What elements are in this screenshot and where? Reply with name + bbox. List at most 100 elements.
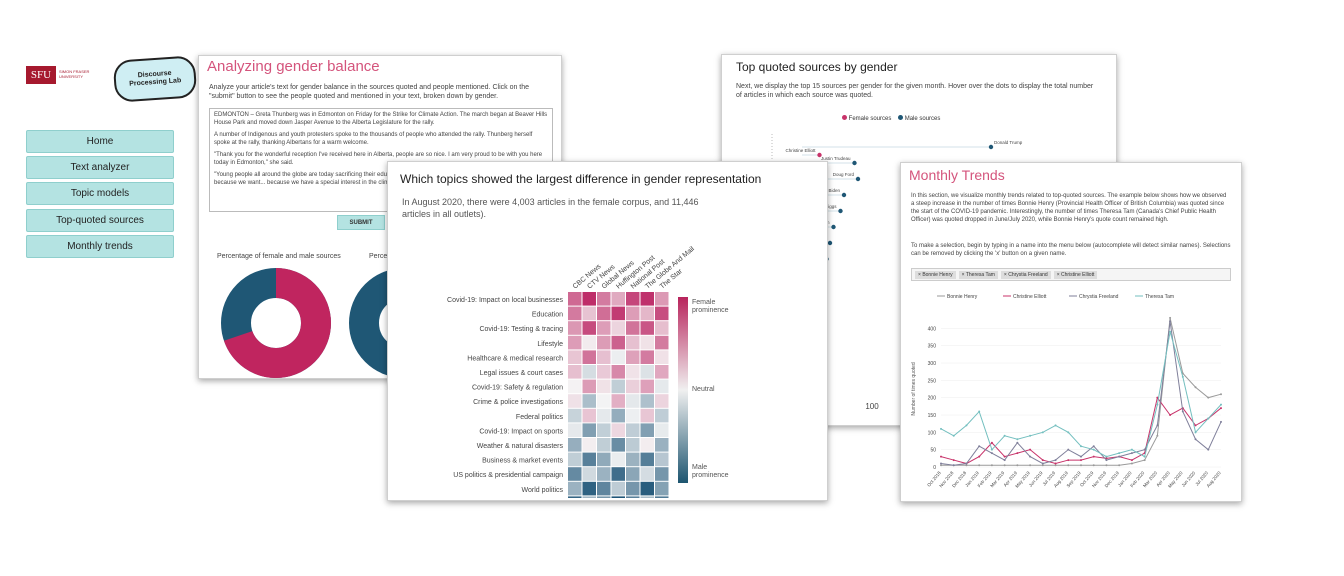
trend-point	[1156, 403, 1159, 406]
nav-text-analyzer-button[interactable]: Text analyzer	[26, 156, 174, 179]
lollipop-dot	[831, 224, 836, 230]
heatmap-cell	[597, 496, 611, 498]
heatmap-cell	[582, 379, 596, 394]
heatmap-cell	[640, 292, 654, 306]
trend-point	[1092, 445, 1095, 448]
heatmap-cell	[611, 365, 625, 379]
trend-point	[1220, 407, 1222, 410]
trend-point	[1054, 464, 1057, 467]
trend-point	[1080, 445, 1082, 448]
chip-theresa-tam-label: Theresa Tam	[965, 271, 995, 278]
article-text-p2: A number of Indigenous and youth protest…	[214, 132, 533, 146]
trend-point	[1156, 434, 1159, 437]
trends-p1: In this section, we visualize monthly tr…	[911, 193, 1227, 223]
trend-point	[1092, 455, 1095, 458]
nav-home-label: Home	[86, 136, 114, 147]
trend-legend-label: Theresa Tam	[1145, 294, 1174, 300]
nav-monthly-trends-label: Monthly trends	[67, 241, 133, 252]
trend-point	[978, 455, 981, 458]
heatmap-cell	[655, 408, 669, 423]
trend-point	[1016, 438, 1019, 441]
heatmap-cell	[626, 408, 640, 423]
trend-point	[990, 448, 993, 451]
heatmap-cell	[597, 292, 611, 306]
chip-bonnie-henry-label: Bonnie Henry	[922, 271, 953, 278]
trend-point	[1067, 459, 1070, 462]
article-textarea[interactable]: EDMONTON – Greta Thunberg was in Edmonto…	[209, 108, 553, 212]
trend-point	[1169, 330, 1172, 333]
nav-text-analyzer-label: Text analyzer	[70, 162, 130, 173]
topics-card: Which topics showed the largest differen…	[387, 161, 828, 501]
chip-theresa-tam[interactable]: × Theresa Tam	[958, 270, 998, 279]
chip-christine-elliott-label: Christine Elliott	[1061, 271, 1095, 278]
heatmap-cell	[655, 496, 669, 498]
chip-chrystia-freeland[interactable]: × Chrystia Freeland	[1000, 270, 1051, 279]
heatmap-cell	[597, 438, 611, 452]
heatmap-cell	[626, 481, 640, 496]
lollipop-dot	[852, 160, 857, 166]
topics-intro: In August 2020, there were 4,003 article…	[402, 197, 699, 219]
trend-point	[1194, 424, 1197, 427]
submit-label: SUBMIT	[349, 219, 373, 226]
submit-button[interactable]: SUBMIT	[337, 215, 385, 230]
heatmap-cell	[568, 379, 582, 394]
trend-point	[1130, 462, 1133, 465]
heatmap-cell	[582, 481, 596, 496]
trends-title: Monthly Trends	[909, 167, 1005, 183]
legend-female-dot	[842, 115, 847, 120]
heatmap-topic-label: Legal issues & court cases	[480, 370, 564, 377]
trend-point	[1169, 316, 1172, 319]
heatmap-cell	[597, 452, 611, 467]
heatmap-cell	[568, 335, 582, 350]
trend-point	[1080, 455, 1082, 458]
heatmap-topic-label: Education	[532, 312, 563, 319]
sfu-logo: SFU SIMON FRASER UNIVERSITY	[26, 66, 102, 84]
trend-point	[1016, 441, 1019, 444]
heatmap-cell	[640, 379, 654, 394]
trend-point	[1143, 459, 1146, 462]
heatmap-colorbar	[678, 297, 688, 483]
lab-logo-text: Discourse Processing Lab	[128, 69, 182, 88]
trend-point	[1156, 424, 1159, 427]
trend-point	[1130, 452, 1133, 455]
nav-topic-models-button[interactable]: Topic models	[26, 182, 174, 205]
lab-logo: Discourse Processing Lab	[112, 55, 198, 103]
chip-christine-elliott[interactable]: × Christine Elliott	[1053, 270, 1098, 279]
trend-point	[1194, 431, 1197, 434]
trend-point	[965, 424, 968, 427]
trend-point	[1220, 420, 1222, 423]
heatmap-cell	[597, 350, 611, 364]
source-selector[interactable]: × Bonnie Henry × Theresa Tam × Chrystia …	[911, 268, 1231, 281]
trend-y-tick: 100	[928, 430, 937, 436]
nav-top-quoted-sources-button[interactable]: Top-quoted sources	[26, 209, 174, 232]
nav-home-button[interactable]: Home	[26, 130, 174, 153]
heatmap-cell	[640, 335, 654, 350]
heatmap-topic-label: Lifestyle	[537, 341, 563, 348]
nav-monthly-trends-button[interactable]: Monthly trends	[26, 235, 174, 258]
trend-point	[965, 462, 968, 465]
heatmap-cell	[611, 408, 625, 423]
trend-point	[1220, 403, 1222, 406]
heatmap-cell	[611, 394, 625, 408]
heatmap-cell	[655, 438, 669, 452]
heatmap-cell	[597, 467, 611, 481]
donut-female-arc	[221, 268, 331, 378]
heatmap-cell	[568, 350, 582, 364]
heatmap-cell	[626, 321, 640, 335]
analyzer-intro: Analyze your article's text for gender b…	[209, 84, 530, 100]
trend-point	[1041, 459, 1044, 462]
heatmap-cell	[640, 438, 654, 452]
heatmap-cell	[640, 394, 654, 408]
heatmap-cell	[640, 496, 654, 498]
heatmap-cell	[597, 408, 611, 423]
heatmap-cell	[582, 350, 596, 364]
heatmap-topic-label: World politics	[522, 487, 564, 494]
heatmap-cell	[597, 394, 611, 408]
heatmap-cell	[655, 467, 669, 481]
legend-male-dot	[898, 115, 904, 120]
chip-bonnie-henry[interactable]: × Bonnie Henry	[915, 270, 956, 279]
trend-point	[1003, 459, 1006, 462]
heatmap-cell	[640, 365, 654, 379]
trend-point	[1143, 455, 1146, 458]
heatmap-cell	[611, 321, 625, 335]
